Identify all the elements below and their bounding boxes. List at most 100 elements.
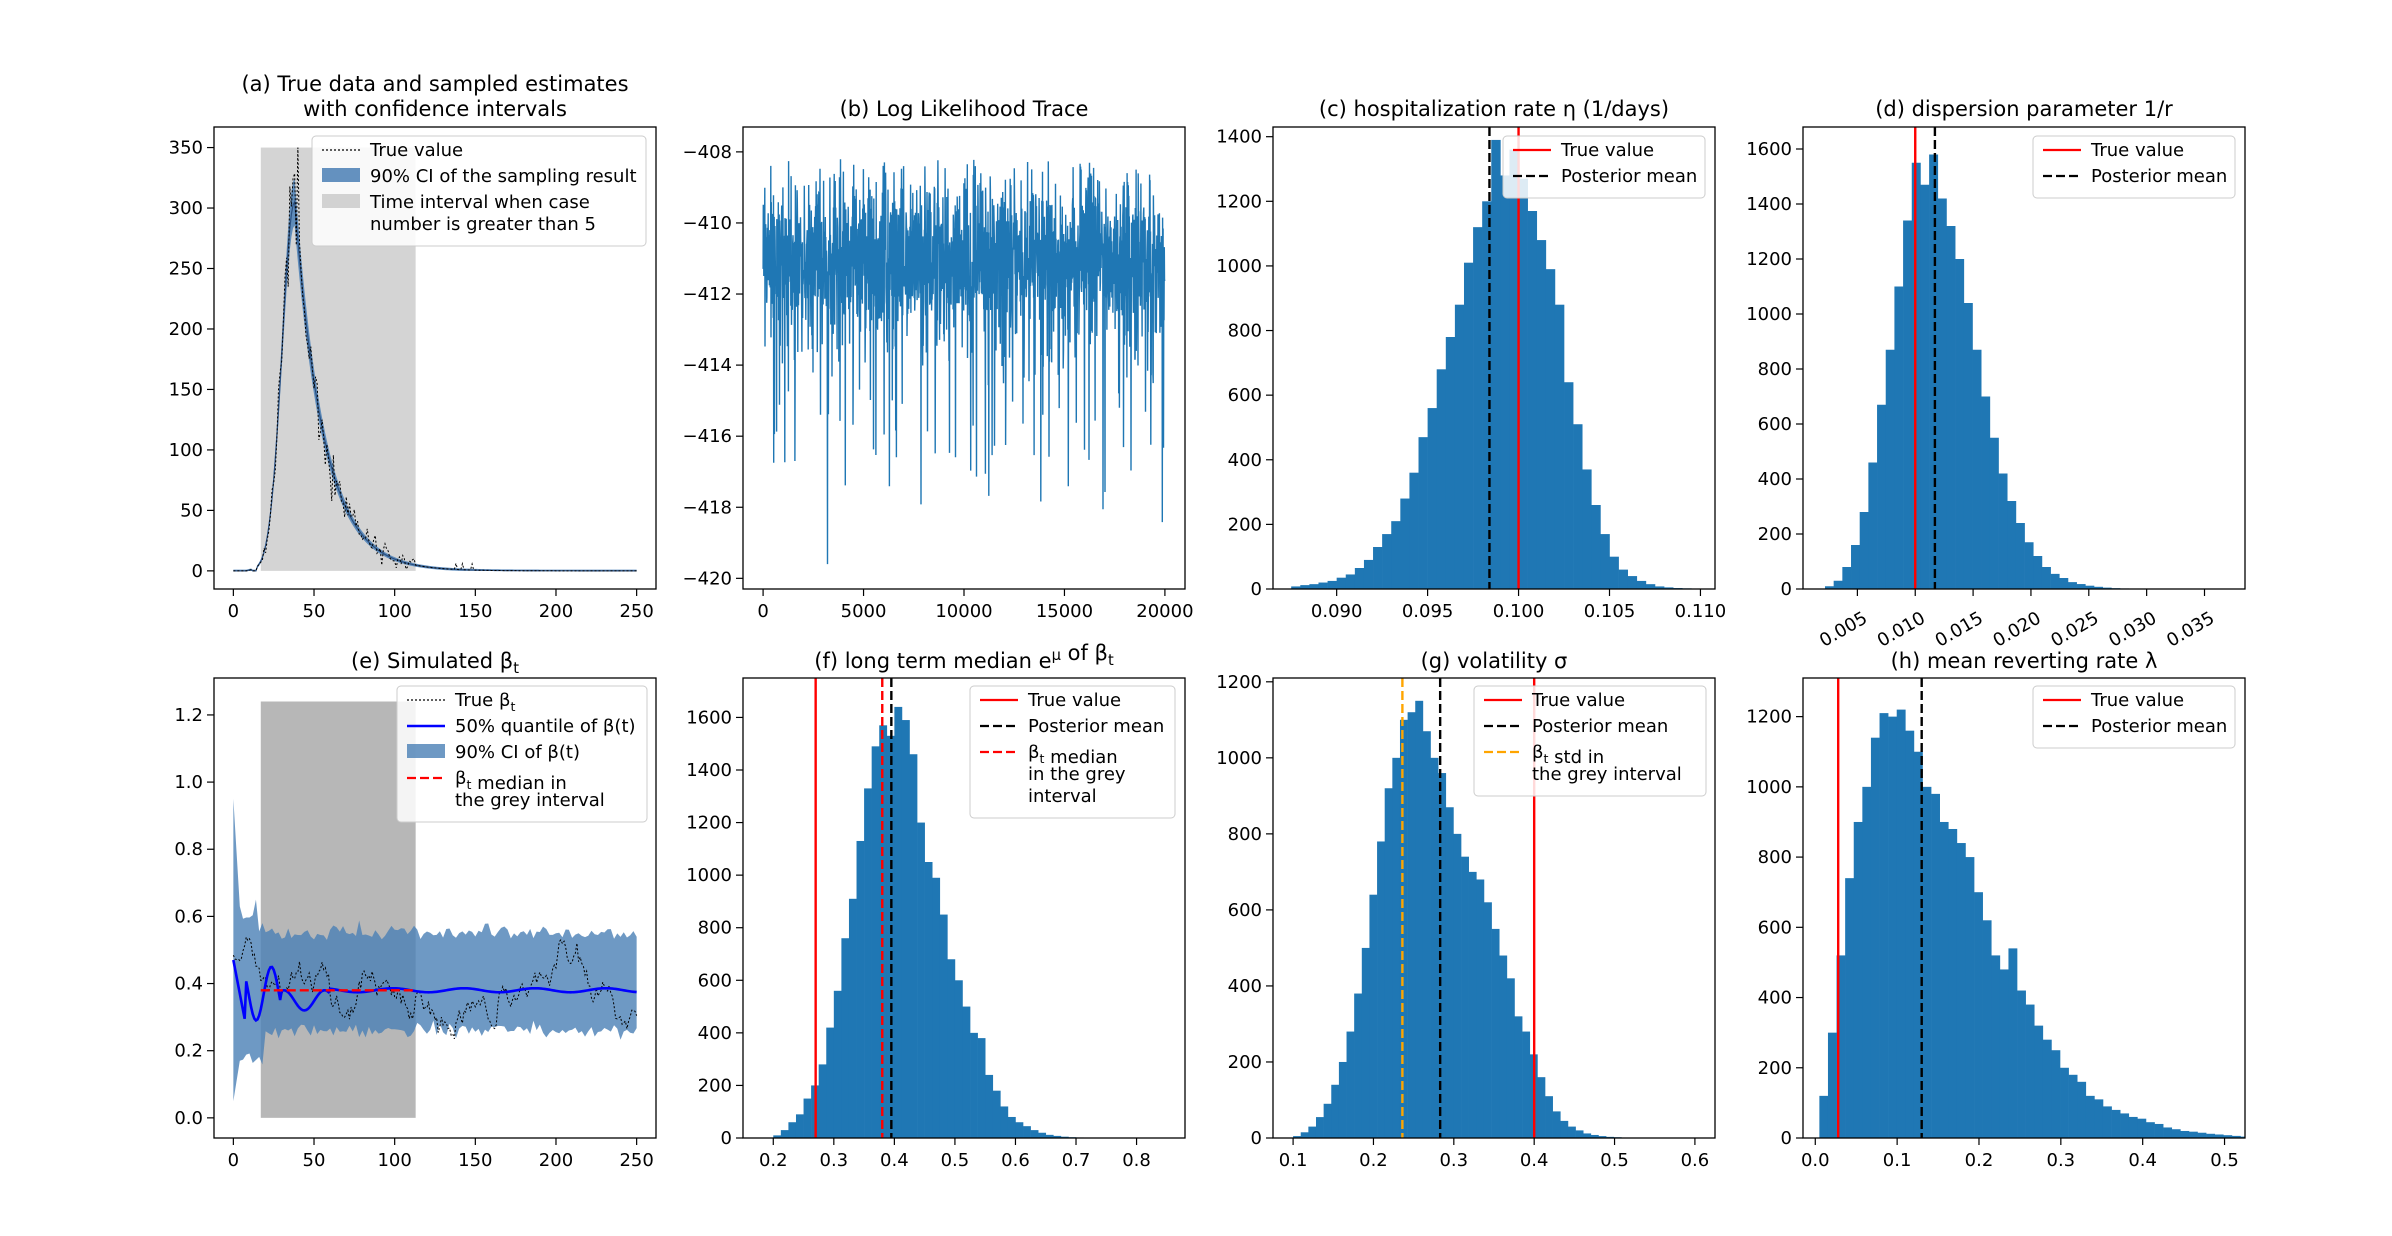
y-tick-label: 1.2	[174, 705, 203, 726]
y-tick-label: 200	[1758, 1058, 1792, 1079]
hist-bar	[1499, 955, 1508, 1138]
hist-bar	[894, 706, 903, 1138]
hist-bar	[795, 1114, 804, 1138]
axes-g: 0.1 0.2 0.3 0.4 0.5 0.6 0 200 400 600 800 1000 1200	[1216, 672, 1716, 1171]
x-tick-label: 0.6	[1681, 1150, 1710, 1171]
y-tick-label: 200	[698, 1075, 732, 1096]
y-tick-label: 0.0	[174, 1108, 203, 1129]
hist-bar	[1836, 955, 1846, 1138]
legend-label: βt std in	[1532, 742, 1604, 768]
axes-frame	[1272, 126, 1716, 590]
hist-bar	[1483, 902, 1492, 1138]
hist-bar	[1833, 580, 1843, 589]
hist-bar	[2041, 567, 2051, 589]
y-tick-label: 1000	[1746, 777, 1792, 798]
hist-bar	[901, 720, 910, 1138]
y-tick-label: 0	[1251, 1128, 1262, 1149]
hist-bar	[1560, 1120, 1569, 1138]
y-tick-label: 250	[169, 259, 203, 280]
y-tick-label: 800	[1758, 359, 1792, 380]
y-tick-label: 400	[1228, 450, 1262, 471]
panel-title-g: (g) volatility σ	[1421, 649, 1568, 673]
legend-label: True value	[369, 140, 463, 161]
hist-bar	[2145, 1122, 2155, 1138]
panel-g: 0.1 0.2 0.3 0.4 0.5 0.6 0 200 400 600 800 1000 1200 T…	[1216, 672, 1716, 1171]
x-tick-label: 0.3	[820, 1150, 849, 1171]
hist-bar	[992, 1090, 1001, 1138]
panel-b: 0 5000 10000 15000 20000 −420 −418 −416 −414 −412…	[683, 126, 1194, 622]
hist-bar	[1309, 584, 1319, 589]
x-tick-label: 20000	[1136, 601, 1193, 622]
legend-box	[311, 135, 647, 247]
hist-bar	[1537, 1077, 1546, 1138]
y-tick-label: 1200	[686, 813, 732, 834]
y-tick-label: 0.2	[174, 1041, 203, 1062]
axes-frame	[742, 126, 1186, 590]
hist-bar	[2042, 1039, 2052, 1138]
hist-bar	[2197, 1132, 2207, 1138]
x-tick-label: 150	[458, 601, 492, 622]
hist-bar	[1618, 569, 1628, 589]
x-tick-label: 0.8	[1122, 1150, 1151, 1171]
hist-bar	[1664, 587, 1674, 589]
hist-bar	[1293, 1136, 1302, 1138]
y-tick-label: −420	[683, 568, 732, 589]
hist-bar	[2180, 1130, 2190, 1138]
hist-bar	[939, 914, 948, 1138]
x-tick-label: 0.4	[2128, 1150, 2157, 1171]
legend-label: Time interval when case	[369, 192, 590, 213]
y-tick-label: 1400	[1216, 127, 1262, 148]
y-tick-label: 1200	[1216, 191, 1262, 212]
hist-bar	[2008, 948, 2018, 1138]
y-tick-label: −416	[683, 426, 732, 447]
hist-bar	[1989, 437, 1999, 589]
hist-bar	[1363, 559, 1374, 589]
legend-swatch	[322, 168, 360, 182]
hist-bar	[1545, 1096, 1553, 1138]
hist-bar	[1509, 149, 1519, 589]
x-tick-label: 0.2	[1965, 1150, 1994, 1171]
hist-bar	[1338, 1061, 1347, 1138]
hist-bar	[2007, 501, 2017, 589]
y-tick-label: 0.6	[174, 906, 203, 927]
legend-label: True value	[1531, 690, 1625, 711]
hist-bar	[1346, 1031, 1355, 1138]
hist-bar	[1030, 1130, 1039, 1138]
x-tick-label: 5000	[841, 601, 887, 622]
hist-bar	[826, 1027, 835, 1138]
hist-bar	[1053, 1135, 1062, 1138]
y-tick-label: 400	[698, 1023, 732, 1044]
hist-bar	[1300, 585, 1310, 589]
x-tick-label: 50	[303, 601, 326, 622]
y-tick-label: 0	[721, 1128, 732, 1149]
hist-bar	[1600, 534, 1610, 589]
legend-label: True value	[1027, 690, 1121, 711]
hist-bar	[1877, 404, 1887, 589]
hist-bar	[1868, 462, 1878, 589]
x-tick-label: 0	[228, 601, 239, 622]
hist-bar	[1598, 1136, 1607, 1138]
hist-bar	[1045, 1134, 1054, 1138]
axes-f: 0.2 0.3 0.4 0.5 0.6 0.7 0.8 0 200 400 600 800 1000 12…	[686, 677, 1186, 1171]
panel-title-d: (d) dispersion parameter 1/r	[1875, 97, 2173, 121]
y-tick-label: 1000	[686, 865, 732, 886]
hist-bar	[1461, 856, 1469, 1138]
legend-label: the grey interval	[1532, 764, 1682, 785]
legend-box	[2032, 135, 2236, 199]
axes-e: 0 50 100 150 200 250 0.0 0.2 0.4 0.6 0.8 1.0 1.2	[174, 677, 657, 1171]
y-tick-label: 400	[1758, 469, 1792, 490]
panel-title-c: (c) hospitalization rate η (1/days)	[1319, 97, 1669, 121]
y-tick-label: 1600	[1746, 139, 1792, 160]
legend-label: True βt	[454, 690, 515, 714]
hist-bar	[856, 840, 865, 1138]
hist-bar	[1981, 396, 1991, 589]
hist-bar	[1545, 269, 1556, 589]
hist-bar	[1354, 568, 1365, 589]
legend-label: Posterior mean	[1532, 716, 1668, 737]
panel-h: 0.0 0.1 0.2 0.3 0.4 0.5 0 200 400 600 800 1000 1200 T…	[1746, 677, 2246, 1171]
y-tick-label: 1200	[1746, 249, 1792, 270]
hist-bar	[2171, 1129, 2181, 1138]
x-tick-label: 0.020	[1990, 608, 2045, 652]
hist-bar	[2223, 1135, 2233, 1138]
y-tick-label: 300	[169, 198, 203, 219]
